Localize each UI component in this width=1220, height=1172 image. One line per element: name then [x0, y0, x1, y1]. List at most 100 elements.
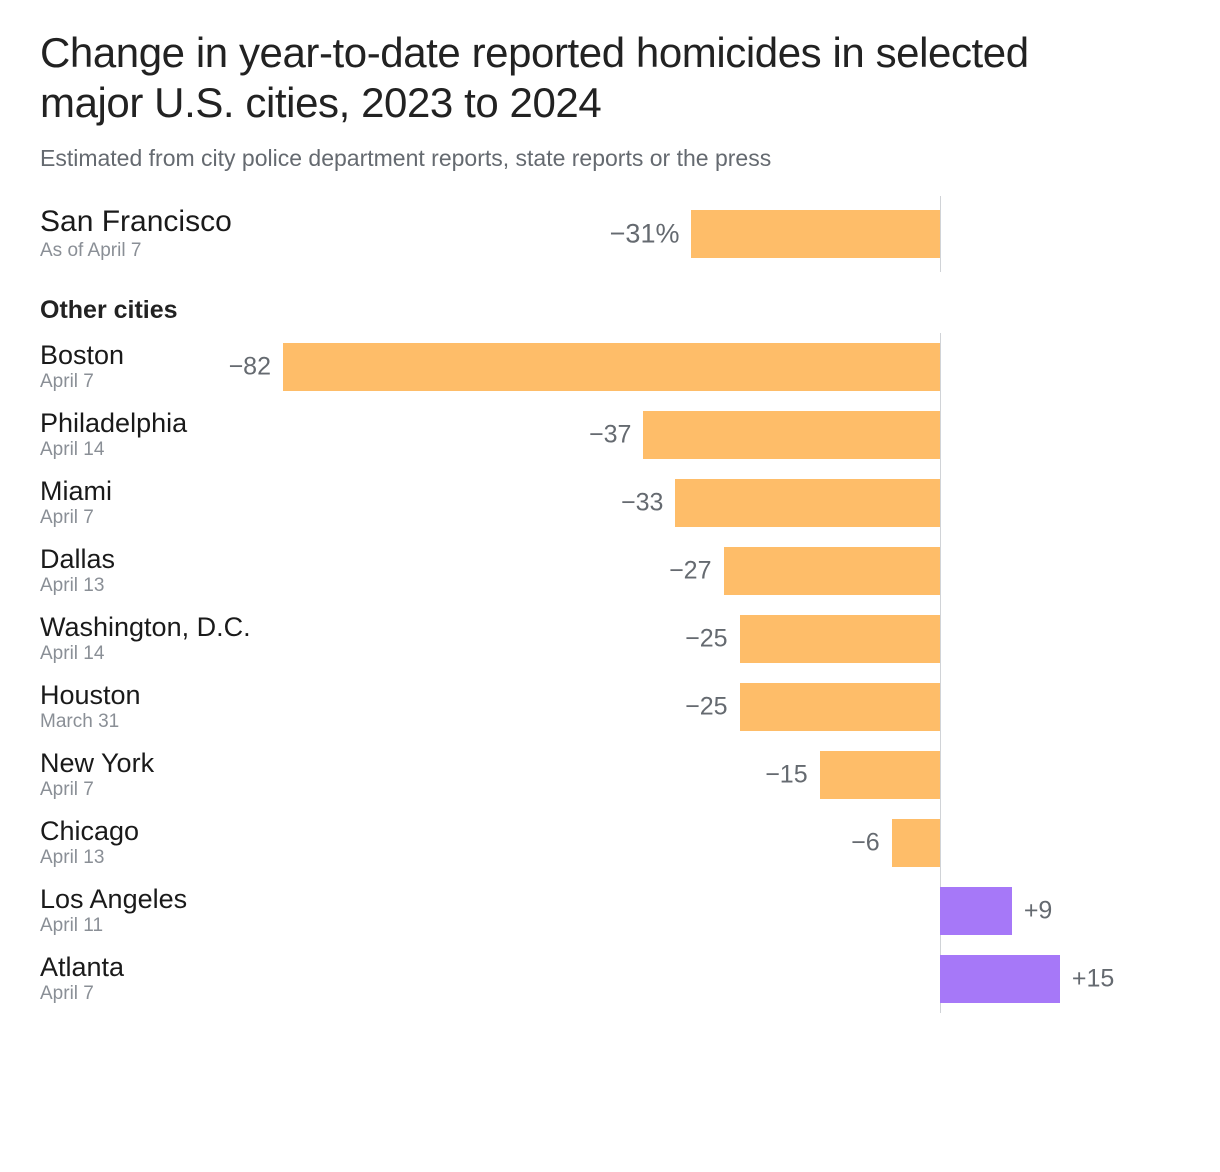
data-row: Los Angeles April 11 +9 [40, 877, 1180, 945]
bar [283, 343, 940, 391]
label-cell: San Francisco As of April 7 [40, 206, 283, 262]
city-label: Los Angeles [40, 885, 275, 913]
bar [691, 210, 939, 258]
bar [940, 887, 1012, 935]
value-label: −82 [229, 353, 271, 382]
date-label: April 11 [40, 915, 275, 937]
label-cell: Atlanta April 7 [40, 953, 283, 1005]
zero-line [940, 333, 941, 401]
data-row: Atlanta April 7 +15 [40, 945, 1180, 1013]
city-label: Houston [40, 681, 275, 709]
date-label: April 14 [40, 439, 275, 461]
zero-line [940, 809, 941, 877]
bar [675, 479, 939, 527]
bar [740, 615, 940, 663]
plot-cell: −6 [283, 809, 1180, 877]
zero-line [940, 673, 941, 741]
plot-cell: −82 [283, 333, 1180, 401]
zero-line [940, 469, 941, 537]
data-row: Dallas April 13 −27 [40, 537, 1180, 605]
data-row: Washington, D.C. April 14 −25 [40, 605, 1180, 673]
city-label: New York [40, 749, 275, 777]
chart-subtitle: Estimated from city police department re… [40, 145, 1180, 172]
city-label: Chicago [40, 817, 275, 845]
data-row: Chicago April 13 −6 [40, 809, 1180, 877]
plot-cell: −31% [283, 196, 1180, 272]
date-label: April 13 [40, 847, 275, 869]
plot-cell: −25 [283, 605, 1180, 673]
city-label: San Francisco [40, 206, 275, 238]
date-label: As of April 7 [40, 240, 275, 262]
plot-inner: +9 [283, 877, 1180, 945]
label-cell: Houston March 31 [40, 681, 283, 733]
chart-container: Change in year-to-date reported homicide… [0, 0, 1220, 1053]
bar [820, 751, 940, 799]
label-cell: Miami April 7 [40, 477, 283, 529]
zero-line [940, 537, 941, 605]
primary-row: San Francisco As of April 7 −31% [40, 196, 1180, 272]
date-label: April 13 [40, 575, 275, 597]
zero-line [940, 741, 941, 809]
zero-line [940, 401, 941, 469]
value-label: −27 [669, 557, 711, 586]
plot-cell: −33 [283, 469, 1180, 537]
plot-cell: +9 [283, 877, 1180, 945]
date-label: April 14 [40, 643, 275, 665]
plot-cell: −25 [283, 673, 1180, 741]
plot-inner: +15 [283, 945, 1180, 1013]
plot-cell: −27 [283, 537, 1180, 605]
value-label: −33 [621, 489, 663, 518]
bar [643, 411, 939, 459]
label-cell: Philadelphia April 14 [40, 409, 283, 461]
zero-line [940, 196, 941, 272]
label-cell: Washington, D.C. April 14 [40, 613, 283, 665]
value-label: −25 [685, 693, 727, 722]
plot-cell: −37 [283, 401, 1180, 469]
plot-inner: −27 [283, 537, 1180, 605]
city-label: Washington, D.C. [40, 613, 275, 641]
date-label: April 7 [40, 779, 275, 801]
city-label: Miami [40, 477, 275, 505]
bar [892, 819, 940, 867]
plot-cell: −15 [283, 741, 1180, 809]
zero-line [940, 605, 941, 673]
data-row: Philadelphia April 14 −37 [40, 401, 1180, 469]
plot-inner: −31% [283, 196, 1180, 272]
value-label: −25 [685, 625, 727, 654]
label-cell: Chicago April 13 [40, 817, 283, 869]
plot-inner: −25 [283, 605, 1180, 673]
data-row: New York April 7 −15 [40, 741, 1180, 809]
date-label: March 31 [40, 711, 275, 733]
section-heading: Other cities [40, 296, 1180, 325]
plot-inner: −37 [283, 401, 1180, 469]
bar [940, 955, 1060, 1003]
plot-inner: −33 [283, 469, 1180, 537]
label-cell: Los Angeles April 11 [40, 885, 283, 937]
value-label: −37 [589, 421, 631, 450]
value-label: +15 [1072, 965, 1114, 994]
plot-inner: −15 [283, 741, 1180, 809]
value-label: +9 [1024, 897, 1053, 926]
data-row: Miami April 7 −33 [40, 469, 1180, 537]
value-label: −15 [765, 761, 807, 790]
city-label: Dallas [40, 545, 275, 573]
plot-inner: −6 [283, 809, 1180, 877]
plot-cell: +15 [283, 945, 1180, 1013]
rows-container: Boston April 7 −82 Philadelphia April 14… [40, 333, 1180, 1013]
label-cell: New York April 7 [40, 749, 283, 801]
plot-inner: −25 [283, 673, 1180, 741]
chart-plot: San Francisco As of April 7 −31% Other c… [40, 196, 1180, 1013]
data-row: Boston April 7 −82 [40, 333, 1180, 401]
chart-title: Change in year-to-date reported homicide… [40, 28, 1060, 127]
plot-inner: −82 [283, 333, 1180, 401]
city-label: Philadelphia [40, 409, 275, 437]
value-label: −6 [851, 829, 880, 858]
label-cell: Dallas April 13 [40, 545, 283, 597]
date-label: April 7 [40, 983, 275, 1005]
value-label: −31% [610, 219, 680, 250]
bar [740, 683, 940, 731]
data-row: Houston March 31 −25 [40, 673, 1180, 741]
city-label: Atlanta [40, 953, 275, 981]
date-label: April 7 [40, 507, 275, 529]
bar [724, 547, 940, 595]
